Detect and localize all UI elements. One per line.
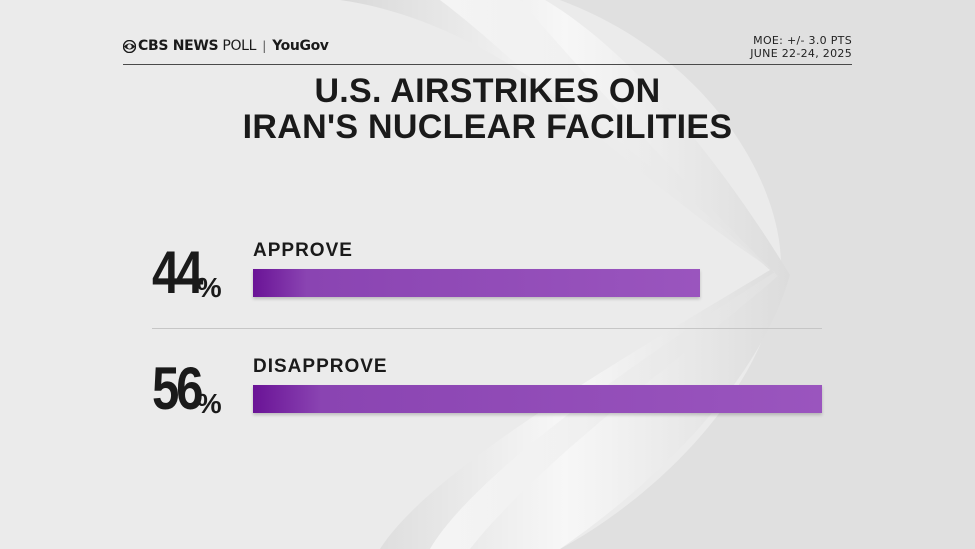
header-bar: CBS NEWS POLL | YouGov MOE: +/- 3.0 PTS …: [122, 34, 852, 65]
approve-category-label: APPROVE: [253, 240, 353, 261]
poll-meta: MOE: +/- 3.0 PTS JUNE 22-24, 2025: [750, 34, 852, 60]
row-divider: [152, 328, 822, 329]
disapprove-bar: [253, 385, 822, 413]
approve-bar: [253, 269, 700, 297]
chart-title-line-1: U.S. AIRSTRIKES ON: [314, 72, 661, 110]
disapprove-category-label: DISAPPROVE: [253, 356, 388, 377]
brand-poll: POLL: [222, 38, 257, 54]
brand-logo: CBS NEWS POLL | YouGov: [122, 38, 329, 54]
brand-yougov: YouGov: [272, 38, 329, 54]
margin-of-error: MOE: +/- 3.0 PTS: [753, 34, 852, 47]
chart-title-line-2: IRAN'S NUCLEAR FACILITIES: [242, 108, 733, 146]
approve-percent-sign: %: [196, 272, 222, 303]
approve-value-label: 44: [152, 239, 203, 306]
disapprove-percent: 56%: [152, 359, 222, 420]
disapprove-percent-sign: %: [196, 388, 222, 419]
brand-separator: |: [262, 39, 267, 53]
poll-dates: JUNE 22-24, 2025: [750, 47, 852, 60]
cbs-eye-icon: [122, 39, 137, 53]
brand-cbs-news: CBS NEWS: [138, 38, 219, 54]
disapprove-value-label: 56: [152, 355, 203, 422]
approve-percent: 44%: [152, 243, 222, 304]
